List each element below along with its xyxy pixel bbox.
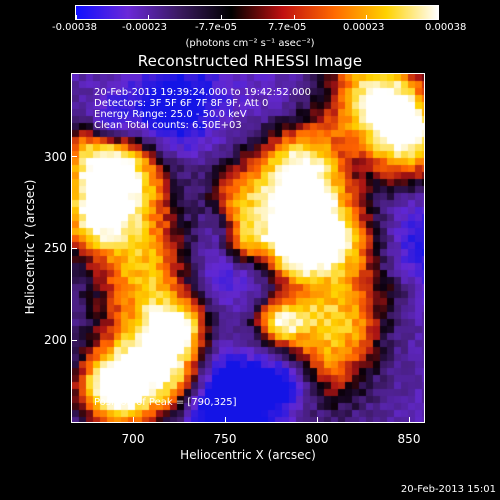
colorbar-tick-label: 0.00023 [343,22,385,33]
x-tick-label: 700 [121,432,145,446]
x-tick-label: 800 [305,432,329,446]
colorbar [75,5,439,20]
x-tickmark [133,417,134,423]
x-axis-label: Heliocentric X (arcsec) [180,448,316,462]
image-plot: 20-Feb-2013 19:39:24.000 to 19:42:52.000… [71,73,425,423]
colorbar-tick-label: 7.7e-05 [268,22,307,33]
timestamp-footer: 20-Feb-2013 15:01 [400,484,496,495]
info-clean-counts: Clean Total counts: 6.50E+03 [94,120,242,131]
colorbar-tick-label: -0.00038 [52,22,97,33]
flux-image [72,74,424,422]
colorbar-tick-label: -7.7e-05 [195,22,237,33]
info-time-range: 20-Feb-2013 19:39:24.000 to 19:42:52.000 [94,87,312,98]
y-tickmark [71,156,77,157]
x-tickmark [409,417,410,423]
plot-title: Reconstructed RHESSI Image [137,52,363,70]
y-tickmark [71,248,77,249]
colorbar-tickmark [366,15,367,20]
colorbar-tickmark [221,15,222,20]
y-tick-label: 200 [44,333,67,347]
info-detectors: Detectors: 3F 5F 6F 7F 8F 9F, Att 0 [94,98,269,109]
colorbar-tick-label: 0.00038 [425,22,467,33]
colorbar-units: (photons cm⁻² s⁻¹ asec⁻²) [185,38,315,49]
info-energy-range: Energy Range: 25.0 - 50.0 keV [94,109,247,120]
colorbar-tickmark [438,15,439,20]
y-tick-label: 300 [44,150,67,164]
peak-position: Position of Peak = [790,325] [94,397,237,408]
x-tick-label: 750 [213,432,237,446]
y-tickmark [71,340,77,341]
y-axis-label: Heliocentric Y (arcsec) [23,179,37,315]
x-tickmark [225,417,226,423]
colorbar-tickmark [76,15,77,20]
y-tick-label: 250 [44,241,67,255]
x-tickmark [317,417,318,423]
colorbar-tickmark [148,15,149,20]
x-tick-label: 850 [397,432,421,446]
colorbar-tick-label: -0.00023 [122,22,167,33]
colorbar-tickmark [294,15,295,20]
